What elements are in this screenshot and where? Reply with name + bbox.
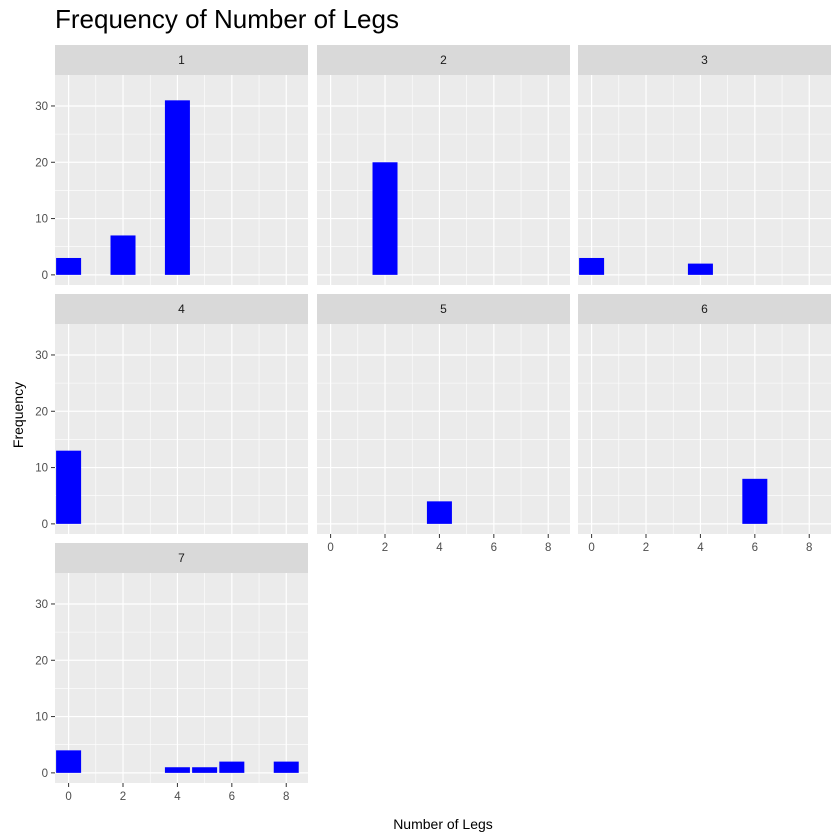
bar (742, 478, 768, 524)
facet-panel: 2 (317, 45, 570, 285)
facet-strip (578, 45, 831, 75)
panel-background (317, 324, 570, 534)
bar (579, 257, 605, 275)
facet-strip-label: 6 (701, 302, 708, 316)
x-tick-label: 4 (697, 542, 704, 554)
x-tick-label: 0 (327, 542, 333, 554)
facet-strip (317, 294, 570, 324)
bar (164, 767, 190, 773)
y-tick-label: 10 (35, 712, 48, 724)
y-tick-label: 0 (42, 768, 48, 780)
panel-background (55, 573, 308, 783)
x-tick-label: 0 (588, 542, 594, 554)
bar (110, 235, 136, 275)
x-tick-label: 4 (174, 791, 181, 803)
x-tick-label: 6 (229, 791, 235, 803)
facet-strip (55, 294, 308, 324)
panel-background (578, 75, 831, 285)
bar (56, 450, 82, 524)
x-tick-label: 6 (491, 542, 497, 554)
y-tick-label: 30 (35, 350, 48, 362)
bar (164, 100, 190, 275)
y-tick-label: 0 (42, 270, 48, 282)
facet-strip-label: 1 (178, 53, 185, 67)
bar (56, 750, 82, 773)
bar (273, 761, 299, 773)
facet-strip-label: 2 (440, 53, 447, 67)
y-tick-label: 10 (35, 214, 48, 226)
bar (192, 767, 218, 773)
facet-strip-label: 5 (440, 302, 447, 316)
x-tick-label: 2 (120, 791, 126, 803)
bar (219, 761, 245, 773)
y-tick-label: 0 (42, 519, 48, 531)
bar (372, 162, 398, 275)
facet-strip-label: 7 (178, 551, 185, 565)
bar (426, 501, 452, 524)
x-tick-label: 8 (545, 542, 551, 554)
facet-strip (55, 45, 308, 75)
x-tick-label: 4 (436, 542, 443, 554)
facet-strip-label: 3 (701, 53, 708, 67)
y-tick-label: 30 (35, 599, 48, 611)
x-tick-label: 2 (382, 542, 388, 554)
x-tick-label: 8 (283, 791, 289, 803)
y-tick-label: 30 (35, 101, 48, 113)
y-tick-label: 20 (35, 406, 48, 418)
facet-panel: 6 0 2 4 6 8 (578, 294, 831, 554)
y-axis-title: Frequency (10, 382, 26, 448)
facet-strip (578, 294, 831, 324)
panel-background (317, 75, 570, 285)
x-tick-label: 8 (806, 542, 812, 554)
facet-panel: 5 0 2 4 6 8 (317, 294, 570, 554)
facet-strip (317, 45, 570, 75)
x-tick-label: 0 (65, 791, 71, 803)
chart-title: Frequency of Number of Legs (55, 4, 399, 34)
y-tick-label: 10 (35, 463, 48, 475)
facet-strip-label: 4 (178, 302, 185, 316)
y-tick-label: 20 (35, 655, 48, 667)
facet-panel: 7 0 10 20 30 0 2 4 6 8 (35, 543, 308, 803)
facet-panel: 4 0 10 20 30 (35, 294, 308, 534)
facet-strip (55, 543, 308, 573)
bar (687, 263, 713, 275)
panel-background (578, 324, 831, 534)
panel-background (55, 324, 308, 534)
y-tick-label: 20 (35, 157, 48, 169)
x-axis-title: Number of Legs (393, 816, 493, 832)
facet-panel: 3 (578, 45, 831, 285)
x-tick-label: 2 (643, 542, 649, 554)
bar (56, 257, 82, 275)
x-tick-label: 6 (752, 542, 758, 554)
